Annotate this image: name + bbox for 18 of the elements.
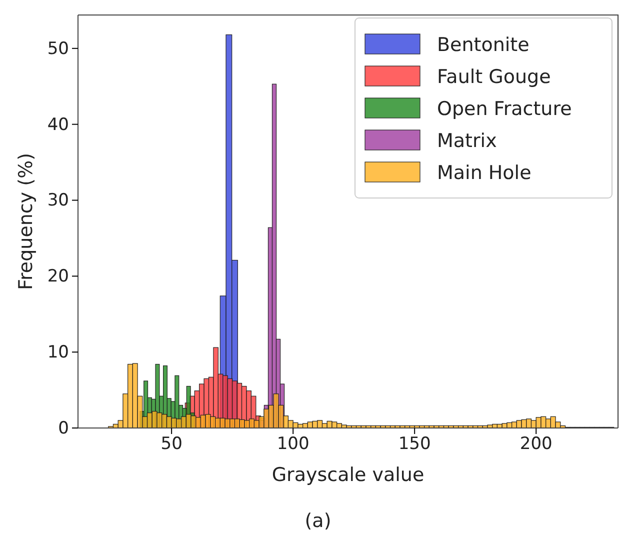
legend-label: Bentonite [437,34,530,56]
y-tick-label: 0 [58,418,69,438]
y-tick-label: 20 [47,266,69,287]
text: (a) [304,510,332,532]
legend-label: Fault Gouge [437,66,551,88]
y-tick-label: 30 [47,190,69,211]
legend-label: Main Hole [437,162,532,184]
legend-label: Matrix [437,130,497,152]
y-tick-label: 40 [47,114,69,135]
x-tick-label: 50 [160,434,182,454]
y-tick-label: 10 [47,342,69,363]
x-tick-label: 200 [520,434,552,454]
y-tick-label: 50 [47,38,69,59]
x-tick-label: 150 [398,434,431,454]
x-tick-label: 100 [276,434,310,454]
y-axis-title: Frequency (%) [15,152,37,290]
legend-label: Open Fracture [437,98,572,120]
x-axis-title: Grayscale value [272,464,424,486]
